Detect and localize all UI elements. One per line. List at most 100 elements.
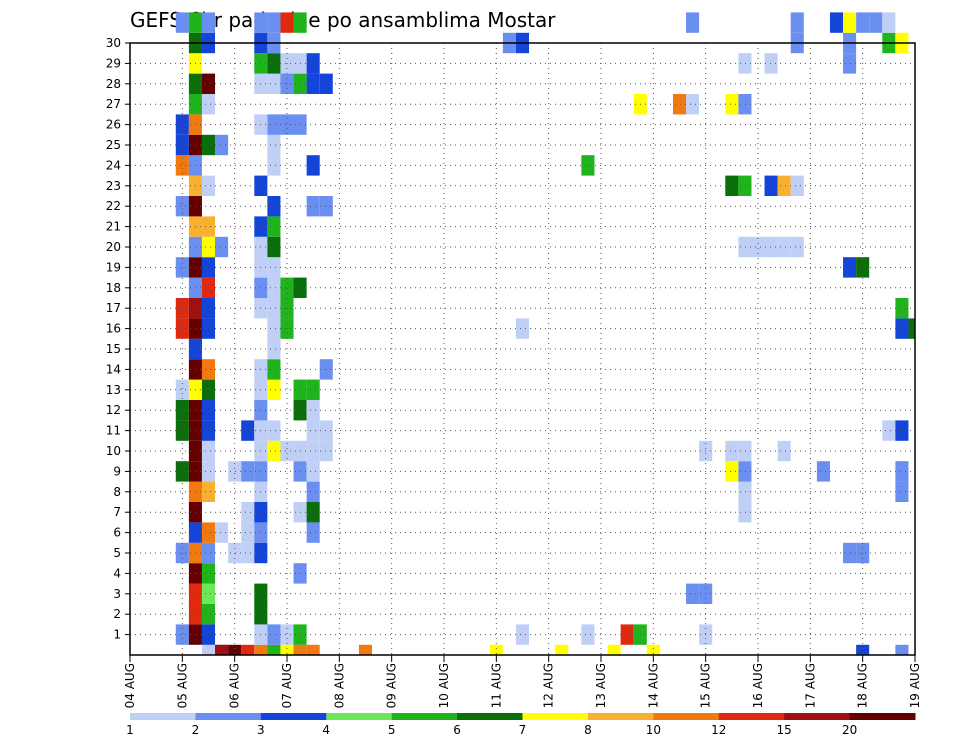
heatmap-cell <box>306 522 320 543</box>
y-tick-label: 30 <box>106 36 121 50</box>
heatmap-cell <box>555 644 569 655</box>
heatmap-cell <box>280 277 294 298</box>
y-tick-label: 24 <box>106 158 121 172</box>
heatmap-cell <box>581 155 595 176</box>
heatmap-cell <box>201 522 216 543</box>
heatmap-cell <box>306 502 320 523</box>
heatmap-cell <box>267 277 281 298</box>
heatmap-cell <box>201 379 216 400</box>
colorbar-segment <box>718 713 785 720</box>
x-tick-label: 04 AUG <box>123 663 137 708</box>
heatmap-cell <box>777 175 791 196</box>
heatmap-cell <box>515 318 530 339</box>
heatmap-cell <box>188 12 202 33</box>
heatmap-cell <box>358 644 373 655</box>
colorbar-segment <box>326 713 393 720</box>
colorbar-label: 15 <box>777 723 792 737</box>
y-tick-label: 5 <box>113 546 121 560</box>
heatmap-cell <box>175 624 189 645</box>
heatmap-cell <box>228 461 242 482</box>
heatmap-cell <box>672 94 687 115</box>
heatmap-cell <box>306 73 320 94</box>
y-tick-label: 12 <box>106 403 121 417</box>
colorbar-segment <box>653 713 720 720</box>
heatmap-cell <box>267 73 281 94</box>
heatmap-cell <box>306 53 320 74</box>
heatmap-cell <box>280 114 294 135</box>
heatmap-cell <box>280 644 294 655</box>
heatmap-cell <box>882 12 896 33</box>
heatmap-cell <box>201 216 216 237</box>
x-tick-label: 15 AUG <box>699 663 713 708</box>
colorbar-segment <box>130 713 196 720</box>
heatmap-cell <box>175 12 189 33</box>
heatmap-cell <box>908 318 915 339</box>
heatmap-cell <box>201 175 216 196</box>
heatmap-cell <box>895 318 909 339</box>
heatmap-cell <box>175 196 189 217</box>
heatmap-cell <box>581 624 595 645</box>
heatmap-cell <box>267 134 281 156</box>
heatmap-cell <box>319 359 333 380</box>
heatmap-cell <box>895 644 909 655</box>
colorbar-label: 6 <box>453 723 461 737</box>
heatmap-cell <box>843 12 857 33</box>
heatmap-cell <box>895 461 909 482</box>
heatmap-cell <box>777 236 791 258</box>
heatmap-cell <box>201 624 216 645</box>
heatmap-cell <box>738 94 752 115</box>
heatmap-cell <box>306 400 320 421</box>
heatmap-cell <box>267 440 281 462</box>
gridlines <box>130 43 915 655</box>
heatmap-cell <box>882 420 896 441</box>
heatmap-cell <box>306 481 320 502</box>
colorbar-label: 5 <box>388 723 396 737</box>
heatmap-cell <box>175 400 189 421</box>
y-tick-label: 8 <box>113 485 121 499</box>
colorbar-segment <box>260 713 327 720</box>
heatmap-cell <box>764 236 778 258</box>
y-tick-label: 15 <box>106 342 121 356</box>
y-tick-label: 18 <box>106 281 121 295</box>
x-tick-label: 12 AUG <box>542 663 556 708</box>
heatmap-cell <box>201 134 216 156</box>
heatmap-cell <box>751 236 765 258</box>
heatmap-cell <box>201 277 216 298</box>
colorbar-label: 1 <box>126 723 134 737</box>
y-tick-label: 9 <box>113 464 121 478</box>
y-tick-label: 17 <box>106 301 121 315</box>
heatmap-cell <box>201 644 216 655</box>
x-tick-label: 18 AUG <box>856 663 870 708</box>
colorbar-segment <box>391 713 458 720</box>
heatmap-cell <box>725 461 739 482</box>
heatmap-cell <box>267 216 281 237</box>
x-tick-label: 13 AUG <box>594 663 608 708</box>
x-tick-label: 14 AUG <box>646 663 660 708</box>
y-tick-label: 7 <box>113 505 121 519</box>
heatmap-cell <box>241 542 255 564</box>
heatmap-cell <box>790 12 804 33</box>
heatmap-cell <box>201 400 216 421</box>
heatmap-cell <box>267 318 281 339</box>
y-tick-label: 16 <box>106 322 121 336</box>
heatmap-cell <box>686 94 700 115</box>
heatmap-cell <box>201 73 216 94</box>
heatmap-cell <box>489 644 503 655</box>
heatmap-cell <box>241 461 255 482</box>
heatmap-cell <box>293 644 307 655</box>
heatmap-cell <box>228 644 242 655</box>
heatmap-cell <box>293 12 307 33</box>
colorbar-segment <box>849 713 916 720</box>
heatmap-cell <box>201 481 216 502</box>
heatmap-cell <box>738 175 752 196</box>
x-tick-label: 05 AUG <box>175 663 189 708</box>
x-tick-label: 17 AUG <box>803 663 817 708</box>
y-tick-label: 14 <box>106 362 121 376</box>
heatmap-cell <box>738 53 752 74</box>
y-tick-label: 25 <box>106 138 121 152</box>
heatmap-cell <box>280 440 294 462</box>
y-tick-label: 3 <box>113 587 121 601</box>
x-axis: 04 AUG 05 AUG 06 AUG 07 AUG 08 AUG 09 AUG 10 A… <box>123 655 922 708</box>
colorbar-label: 3 <box>257 723 265 737</box>
heatmap-cell <box>856 644 870 655</box>
